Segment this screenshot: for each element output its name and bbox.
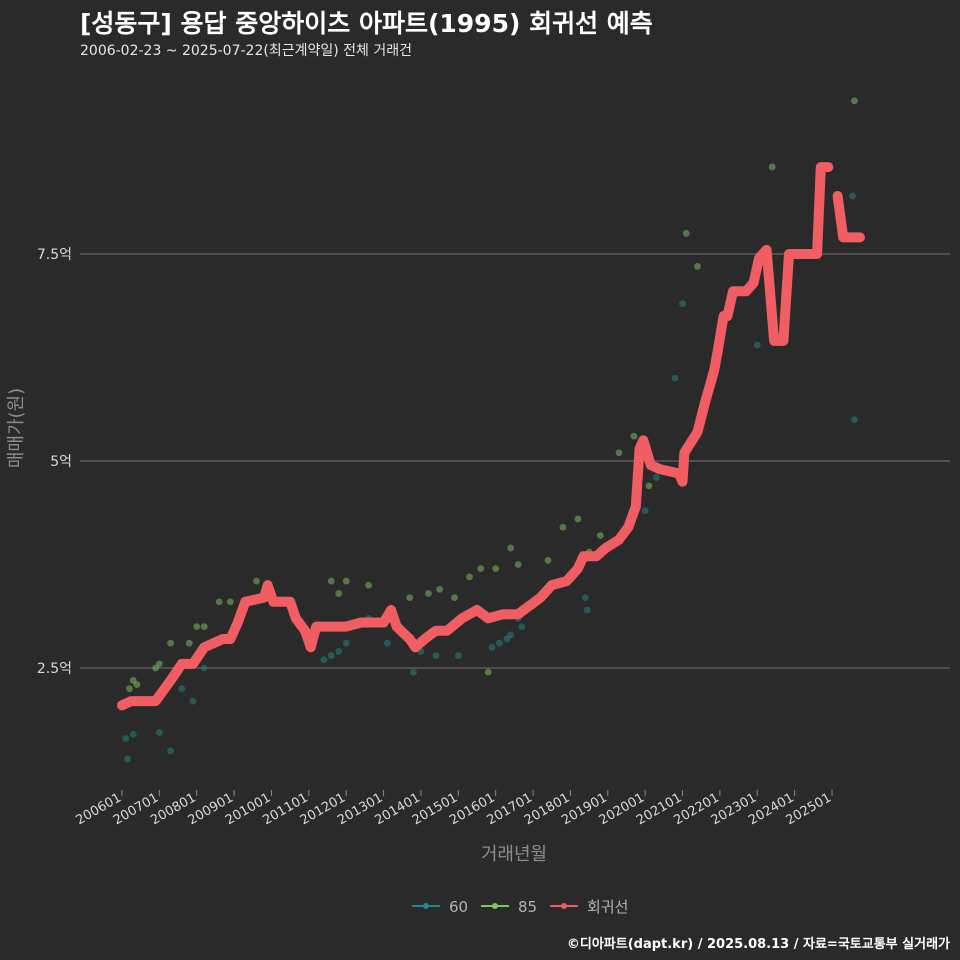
data-point-85 (851, 97, 858, 105)
data-point-85 (466, 573, 473, 581)
legend-swatch-dot (423, 903, 429, 909)
data-point-60 (383, 639, 391, 647)
regression-line (832, 191, 865, 243)
legend-swatch-dot (561, 903, 567, 909)
data-point-85 (492, 565, 500, 573)
data-point-60 (581, 594, 589, 602)
data-point-60 (652, 474, 660, 481)
data-point-85 (559, 523, 567, 531)
legend: 60 85 회귀선 (412, 898, 628, 916)
y-axis-title: 매매가(원) (6, 388, 27, 468)
data-point-85 (133, 681, 141, 688)
data-point-85 (335, 590, 343, 597)
data-point-85 (694, 263, 701, 270)
data-point-60 (851, 416, 858, 423)
data-point-60 (129, 730, 137, 738)
data-point-60 (583, 606, 591, 614)
points-layer (122, 97, 858, 763)
data-point-85 (477, 565, 485, 573)
data-point-60 (410, 668, 417, 676)
data-point-60 (454, 652, 462, 659)
data-point-60 (849, 192, 856, 200)
data-point-60 (320, 656, 328, 664)
data-point-85 (768, 163, 776, 171)
data-point-60 (671, 374, 679, 382)
data-point-60 (342, 639, 350, 647)
y-tick-label: 5억 (50, 454, 72, 470)
data-point-85 (365, 581, 373, 589)
data-point-85 (253, 577, 260, 585)
data-point-85 (436, 585, 444, 593)
data-point-85 (451, 594, 458, 602)
data-point-85 (126, 685, 133, 693)
data-point-85 (596, 532, 604, 539)
data-point-60 (122, 734, 130, 742)
data-point-60 (200, 664, 208, 672)
data-point-85 (507, 544, 515, 552)
data-point-85 (630, 432, 638, 440)
legend-label: 85 (518, 898, 537, 916)
y-axis-ticks: 2.5억 5억 7.5억 (37, 247, 72, 677)
data-point-85 (193, 623, 201, 630)
data-point-60 (488, 643, 496, 651)
data-point-85 (645, 482, 653, 490)
data-point-85 (615, 449, 623, 457)
data-point-85 (155, 660, 163, 668)
data-point-60 (124, 755, 132, 763)
data-point-85 (200, 623, 208, 630)
data-point-60 (679, 300, 686, 308)
data-point-60 (167, 747, 174, 755)
data-point-85 (484, 668, 492, 676)
data-point-85 (185, 639, 193, 647)
x-axis-title: 거래년월 (481, 844, 547, 865)
data-point-60 (189, 697, 197, 705)
chart-subtitle: 2006-02-23 ~ 2025-07-22(최근계약일) 전체 거래건 (80, 43, 412, 59)
data-point-60 (178, 685, 186, 693)
x-axis-ticks: 2006012007012008012009012010012011012012… (74, 790, 834, 828)
data-point-60 (496, 639, 503, 647)
data-point-85 (406, 594, 414, 602)
data-point-85 (425, 590, 432, 597)
data-point-60 (432, 652, 440, 659)
legend-label: 회귀선 (587, 898, 628, 916)
data-point-85 (167, 639, 174, 647)
data-point-60 (327, 652, 335, 659)
data-point-60 (335, 648, 343, 655)
data-point-60 (518, 623, 526, 630)
data-point-85 (574, 515, 582, 523)
chart-title: [성동구] 용답 중앙하이츠 아파트(1995) 회귀선 예측 (80, 9, 653, 38)
data-point-85 (514, 561, 522, 568)
chart-caption: ©디아파트(dapt.kr) / 2025.08.13 / 자료=국토교통부 실… (566, 937, 950, 952)
legend-label: 60 (449, 898, 468, 916)
data-point-85 (215, 598, 223, 606)
y-tick-label: 7.5억 (37, 247, 72, 263)
data-point-85 (327, 577, 335, 585)
data-point-85 (226, 598, 234, 606)
legend-swatch-dot (492, 903, 498, 909)
data-point-60 (641, 507, 649, 515)
grid-layer (80, 253, 950, 669)
regression-line (117, 162, 834, 711)
data-point-60 (507, 631, 515, 639)
y-tick-label: 2.5억 (37, 661, 72, 677)
regression-line-layer (117, 162, 865, 711)
data-point-85 (342, 577, 350, 585)
data-point-60 (155, 729, 163, 736)
data-point-85 (544, 556, 552, 564)
data-point-60 (753, 341, 761, 349)
data-point-85 (682, 229, 690, 237)
